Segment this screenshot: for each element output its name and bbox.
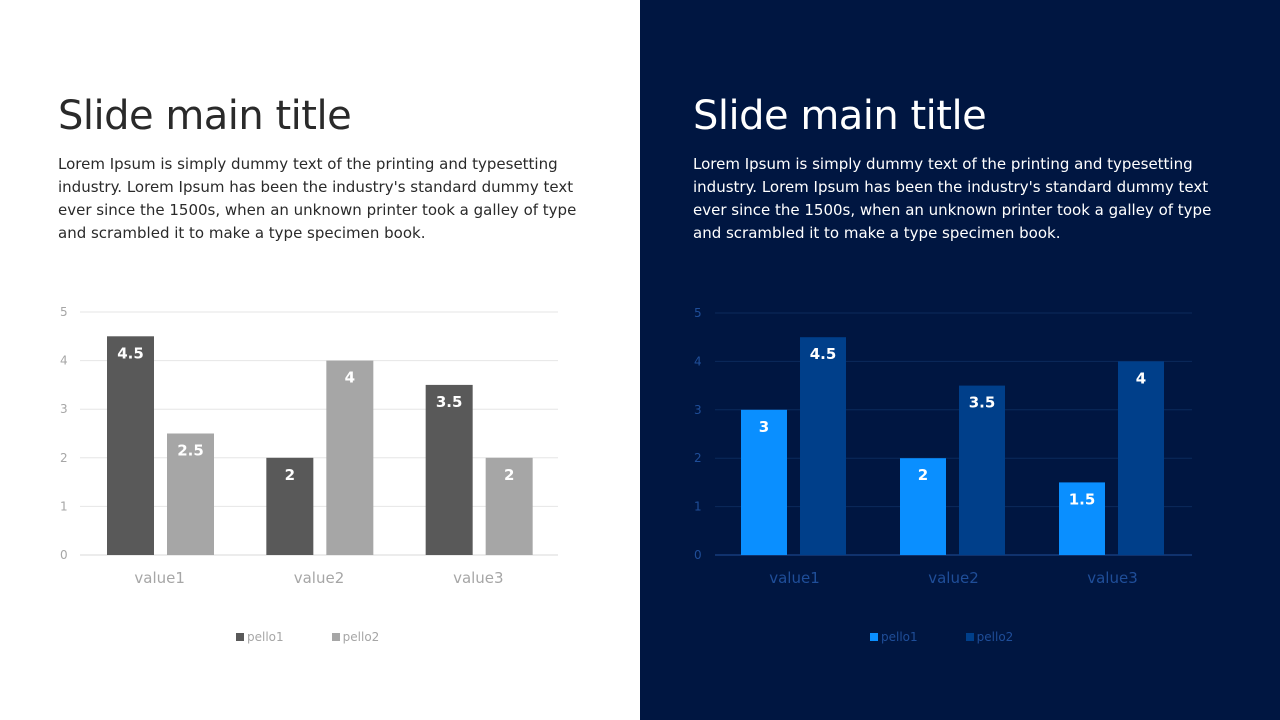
slide-body-text: Lorem Ipsum is simply dummy text of the … [58,155,577,242]
slide-title: Slide main title [693,93,987,139]
y-tick-label: 4 [694,354,702,368]
data-label: 2 [285,466,295,484]
legend-item-series2: pello2 [331,630,380,644]
legend-swatch-series1 [236,633,244,641]
y-tick-label: 0 [60,548,68,562]
legend-swatch-series2 [331,633,340,641]
slide-body-text: Lorem Ipsum is simply dummy text of the … [693,155,1212,242]
data-label: 4.5 [117,344,144,362]
data-label: 3.5 [436,393,463,411]
legend-swatch-series2 [965,633,974,641]
data-label: 4 [345,369,355,387]
bar-chart-dark: 0 1 2 3 4 5 3 4.5 value1 2 3.5 value2 1.5 4 value3 [694,306,1192,587]
data-label: 2 [918,466,928,484]
bar-pello2-value1 [167,433,214,555]
x-tick-label: value3 [1087,569,1138,587]
bar-pello1-value3 [1059,482,1105,555]
y-tick-label: 3 [60,402,68,416]
x-tick-label: value2 [928,569,979,587]
bar-pello1-value1 [741,409,787,555]
y-tick-label: 1 [60,499,68,513]
bar-pello2-value2 [959,385,1005,555]
left-slide: Slide main title Lorem Ipsum is simply d… [58,93,577,644]
data-label: 1.5 [1069,490,1096,508]
bar-pello2-value2 [326,360,374,555]
right-slide: Slide main title Lorem Ipsum is simply d… [640,0,1280,720]
y-tick-label: 2 [694,451,702,465]
legend-label: pello2 [342,630,380,644]
x-tick-label: value1 [769,569,820,587]
bar-pello2-value3 [1118,361,1164,555]
y-tick-label: 2 [60,451,68,465]
bar-pello1-value3 [425,384,473,555]
legend-label: pello2 [976,630,1014,644]
y-tick-label: 4 [60,354,68,368]
legend-label: pello1 [881,630,918,644]
x-tick-label: value3 [453,569,504,587]
legend-item-series1: pello1 [870,630,918,644]
y-tick-label: 3 [694,403,702,417]
legend-swatch-series1 [870,633,878,641]
data-label: 3 [759,418,769,436]
data-label: 3.5 [969,394,996,412]
y-tick-label: 5 [60,305,68,319]
legend-label: pello1 [247,630,284,644]
data-label: 2 [504,466,514,484]
data-label: 2.5 [177,442,204,460]
y-tick-label: 1 [694,500,702,514]
x-tick-label: value1 [134,569,185,587]
slide-title: Slide main title [58,93,352,139]
chart-legend: pello1 pello2 [870,630,1013,644]
data-label: 4 [1136,369,1146,387]
data-label: 4.5 [810,345,837,363]
bar-pello1-value2 [900,458,946,555]
x-tick-label: value2 [294,569,345,587]
bar-pello1-value2 [266,457,314,555]
bar-pello1-value1 [107,336,154,555]
bar-chart-light: 0 1 2 3 4 5 4.5 2.5 value1 2 4 value2 3.5 2 value3 [60,305,558,587]
y-tick-label: 0 [694,548,702,562]
legend-item-series1: pello1 [236,630,284,644]
y-tick-label: 5 [694,306,702,320]
bar-pello2-value3 [485,457,533,555]
chart-legend: pello1 pello2 [236,630,379,644]
legend-item-series2: pello2 [965,630,1014,644]
bar-pello2-value1 [800,337,846,555]
